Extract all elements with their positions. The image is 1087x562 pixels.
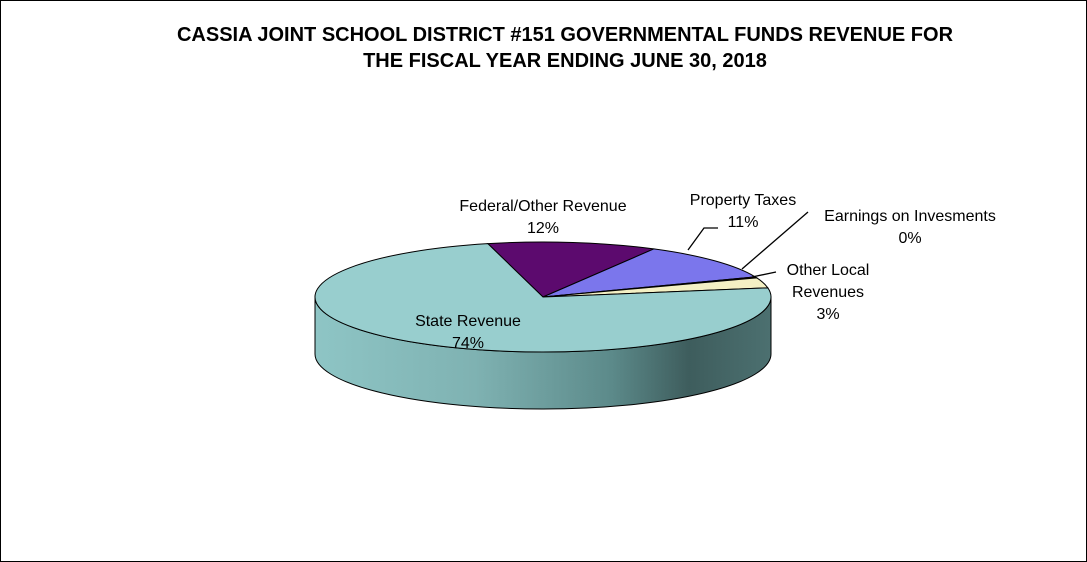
- label-federal-name: Federal/Other Revenue: [459, 198, 626, 215]
- chart-title-line-2: THE FISCAL YEAR ENDING JUNE 30, 2018: [363, 50, 767, 72]
- chart-title-line-1: CASSIA JOINT SCHOOL DISTRICT #151 GOVERN…: [176, 24, 954, 46]
- chart-title: CASSIA JOINT SCHOOL DISTRICT #151 GOVERN…: [60, 22, 1070, 74]
- leader-line-other-local: [751, 271, 777, 278]
- label-other-local-line1: Other Local: [787, 262, 870, 279]
- label-property-pct: 11%: [728, 214, 759, 231]
- label-other-local-pct: 3%: [816, 306, 839, 323]
- label-earnings-pct: 0%: [898, 230, 921, 247]
- label-property-name: Property Taxes: [690, 192, 796, 209]
- label-state-name: State Revenue: [415, 313, 521, 330]
- label-earnings-name: Earnings on Invesments: [824, 208, 996, 225]
- leader-line-earnings: [741, 211, 809, 270]
- pie-top-slices: [314, 241, 772, 353]
- label-state-pct: 74%: [452, 335, 484, 352]
- leader-line-property-taxes: [687, 227, 718, 251]
- label-other-local-line2: Revenues: [792, 284, 864, 301]
- pie-labels: Federal/Other Revenue 12% Property Taxes…: [415, 192, 996, 352]
- label-federal-pct: 12%: [527, 220, 559, 237]
- pie-leader-lines: [687, 211, 809, 278]
- pie-slice-property-taxes: [542, 248, 757, 298]
- pie-slice-state-revenue: [314, 243, 772, 353]
